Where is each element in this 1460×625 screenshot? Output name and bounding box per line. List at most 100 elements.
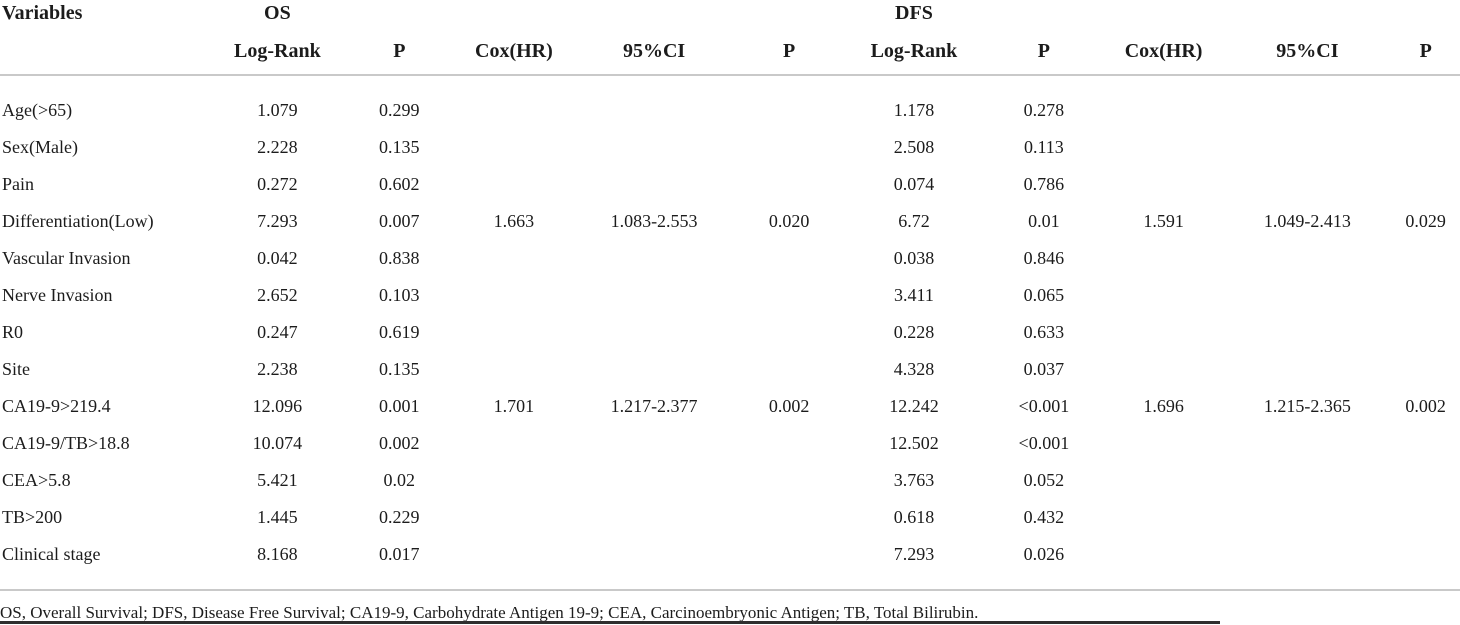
variable-cell: TB>200 [2,507,63,527]
header-dfs-cox-p: P [1419,39,1432,62]
value-cell [454,129,574,166]
header-os-group: OS [264,2,291,24]
value-cell [1104,499,1224,536]
value-cell [1223,166,1391,203]
table-row: CA19-9/TB>18.8 10.074 0.002 12.502 <0.001 [0,425,1460,462]
header-group-row: Variables OS DFS [0,0,1460,28]
header-dfs-cox: Cox(HR) [1124,39,1203,62]
table-row: Sex(Male) 2.228 0.135 2.508 0.113 [0,129,1460,166]
value-cell: 0.020 [768,211,810,231]
value-cell: 2.652 [257,285,298,305]
value-cell [1391,75,1460,129]
value-cell: 12.242 [889,396,939,416]
value-cell: 0.786 [1023,174,1065,194]
value-cell [454,351,574,388]
value-cell [574,462,735,499]
value-cell: 0.838 [379,248,420,268]
value-cell: 12.502 [889,433,939,453]
value-cell [1391,314,1460,351]
value-cell [454,75,574,129]
value-cell: 0.002 [768,396,810,416]
value-cell: 0.113 [1023,137,1064,157]
value-cell [1104,240,1224,277]
value-cell: 3.411 [894,285,934,305]
value-cell: 0.052 [1023,470,1065,490]
value-cell [734,536,844,573]
header-os-p: P [393,39,406,62]
value-cell: 0.618 [893,507,935,527]
survival-analysis-table: Variables OS DFS Log-Rank P Cox(HR) 95%C… [0,0,1460,573]
table-row: Nerve Invasion 2.652 0.103 3.411 0.065 [0,277,1460,314]
variable-cell: R0 [2,322,24,342]
value-cell [1104,277,1224,314]
value-cell [1223,277,1391,314]
value-cell [1391,499,1460,536]
table-row: R0 0.247 0.619 0.228 0.633 [0,314,1460,351]
header-dfs-p: P [1037,39,1050,62]
value-cell [1223,129,1391,166]
value-cell [574,75,735,129]
value-cell: 0.272 [257,174,298,194]
value-cell: 0.065 [1023,285,1065,305]
value-cell [1391,277,1460,314]
value-cell: 0.228 [893,322,935,342]
value-cell: 1.178 [893,100,935,120]
value-cell: 0.247 [257,322,298,342]
variable-cell: Age(>65) [2,100,73,120]
table-row: Differentiation(Low) 7.293 0.007 1.663 1.083… [0,203,1460,240]
value-cell: 1.591 [1143,211,1184,231]
value-cell: 0.846 [1023,248,1065,268]
value-cell [1391,351,1460,388]
value-cell [734,351,844,388]
value-cell [734,129,844,166]
value-cell: 2.228 [257,137,298,157]
value-cell [1391,166,1460,203]
value-cell: 12.096 [252,396,303,416]
value-cell: 0.074 [893,174,935,194]
value-cell: 0.229 [379,507,420,527]
value-cell [574,166,735,203]
variable-cell: Site [2,359,31,379]
value-cell [1104,314,1224,351]
value-cell [1391,129,1460,166]
value-cell [1104,425,1224,462]
header-os-ci: 95%CI [622,39,686,62]
table-row: CEA>5.8 5.421 0.02 3.763 0.052 [0,462,1460,499]
value-cell: 0.602 [379,174,420,194]
value-cell: 0.619 [379,322,420,342]
value-cell: 1.079 [257,100,298,120]
table-row: Pain 0.272 0.602 0.074 0.786 [0,166,1460,203]
variable-cell: Sex(Male) [2,137,78,157]
header-os-logrank: Log-Rank [234,39,321,62]
table-row: Age(>65) 1.079 0.299 1.178 0.278 [0,75,1460,129]
value-cell: 6.72 [898,211,930,231]
value-cell [454,536,574,573]
value-cell [574,425,735,462]
value-cell [574,129,735,166]
value-cell [1223,425,1391,462]
value-cell: 3.763 [893,470,935,490]
value-cell [574,351,735,388]
table-body: Age(>65) 1.079 0.299 1.178 0.278 Sex(Male) 2.2… [0,75,1460,573]
value-cell: 0.001 [379,396,420,416]
value-cell: 0.037 [1023,359,1065,379]
value-cell [454,166,574,203]
value-cell [454,462,574,499]
table-row: Site 2.238 0.135 4.328 0.037 [0,351,1460,388]
value-cell: <0.001 [1018,433,1070,453]
value-cell [574,536,735,573]
value-cell: 1.663 [493,211,535,231]
value-cell [1104,536,1224,573]
variable-cell: Pain [2,174,35,194]
value-cell [734,425,844,462]
value-cell [1223,462,1391,499]
value-cell [1391,425,1460,462]
variable-cell: CA19-9>219.4 [2,396,111,416]
header-dfs-logrank: Log-Rank [870,39,958,62]
value-cell [1223,75,1391,129]
value-cell: 0.002 [1405,396,1446,416]
footnote: OS, Overall Survival; DFS, Disease Free … [0,589,1460,623]
value-cell: 1.701 [493,396,535,416]
value-cell [1223,499,1391,536]
value-cell: 7.293 [893,544,935,564]
